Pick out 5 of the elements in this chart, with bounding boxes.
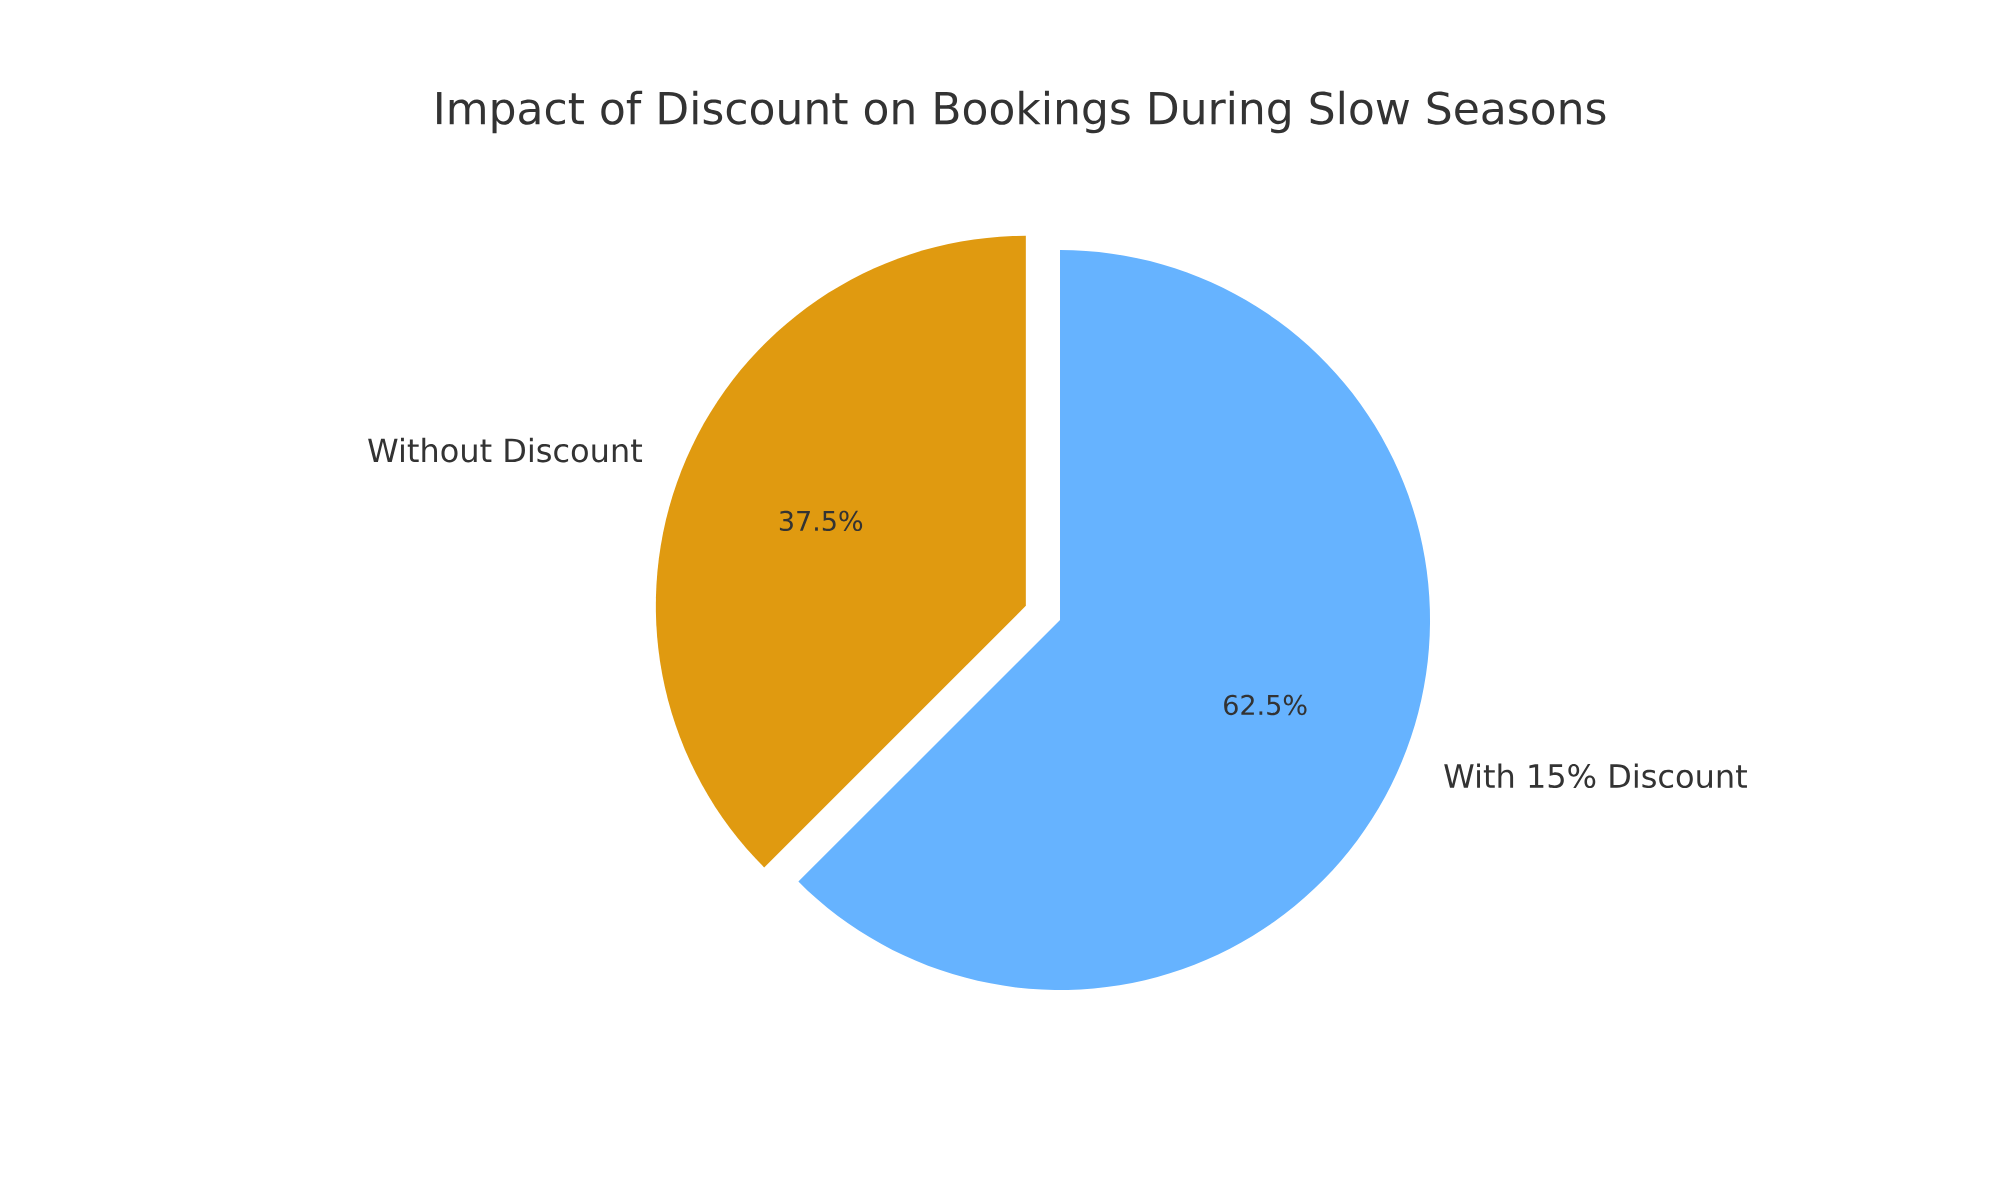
data-label: 37.5% (779, 510, 863, 532)
slice-label: Without Discount (368, 437, 643, 463)
chart-title: Impact of Discount on Bookings During Slow Seasons (437, 90, 1606, 134)
data-label: 62.5% (1224, 694, 1307, 716)
slice-label: With 15% Discount (1444, 763, 1747, 789)
